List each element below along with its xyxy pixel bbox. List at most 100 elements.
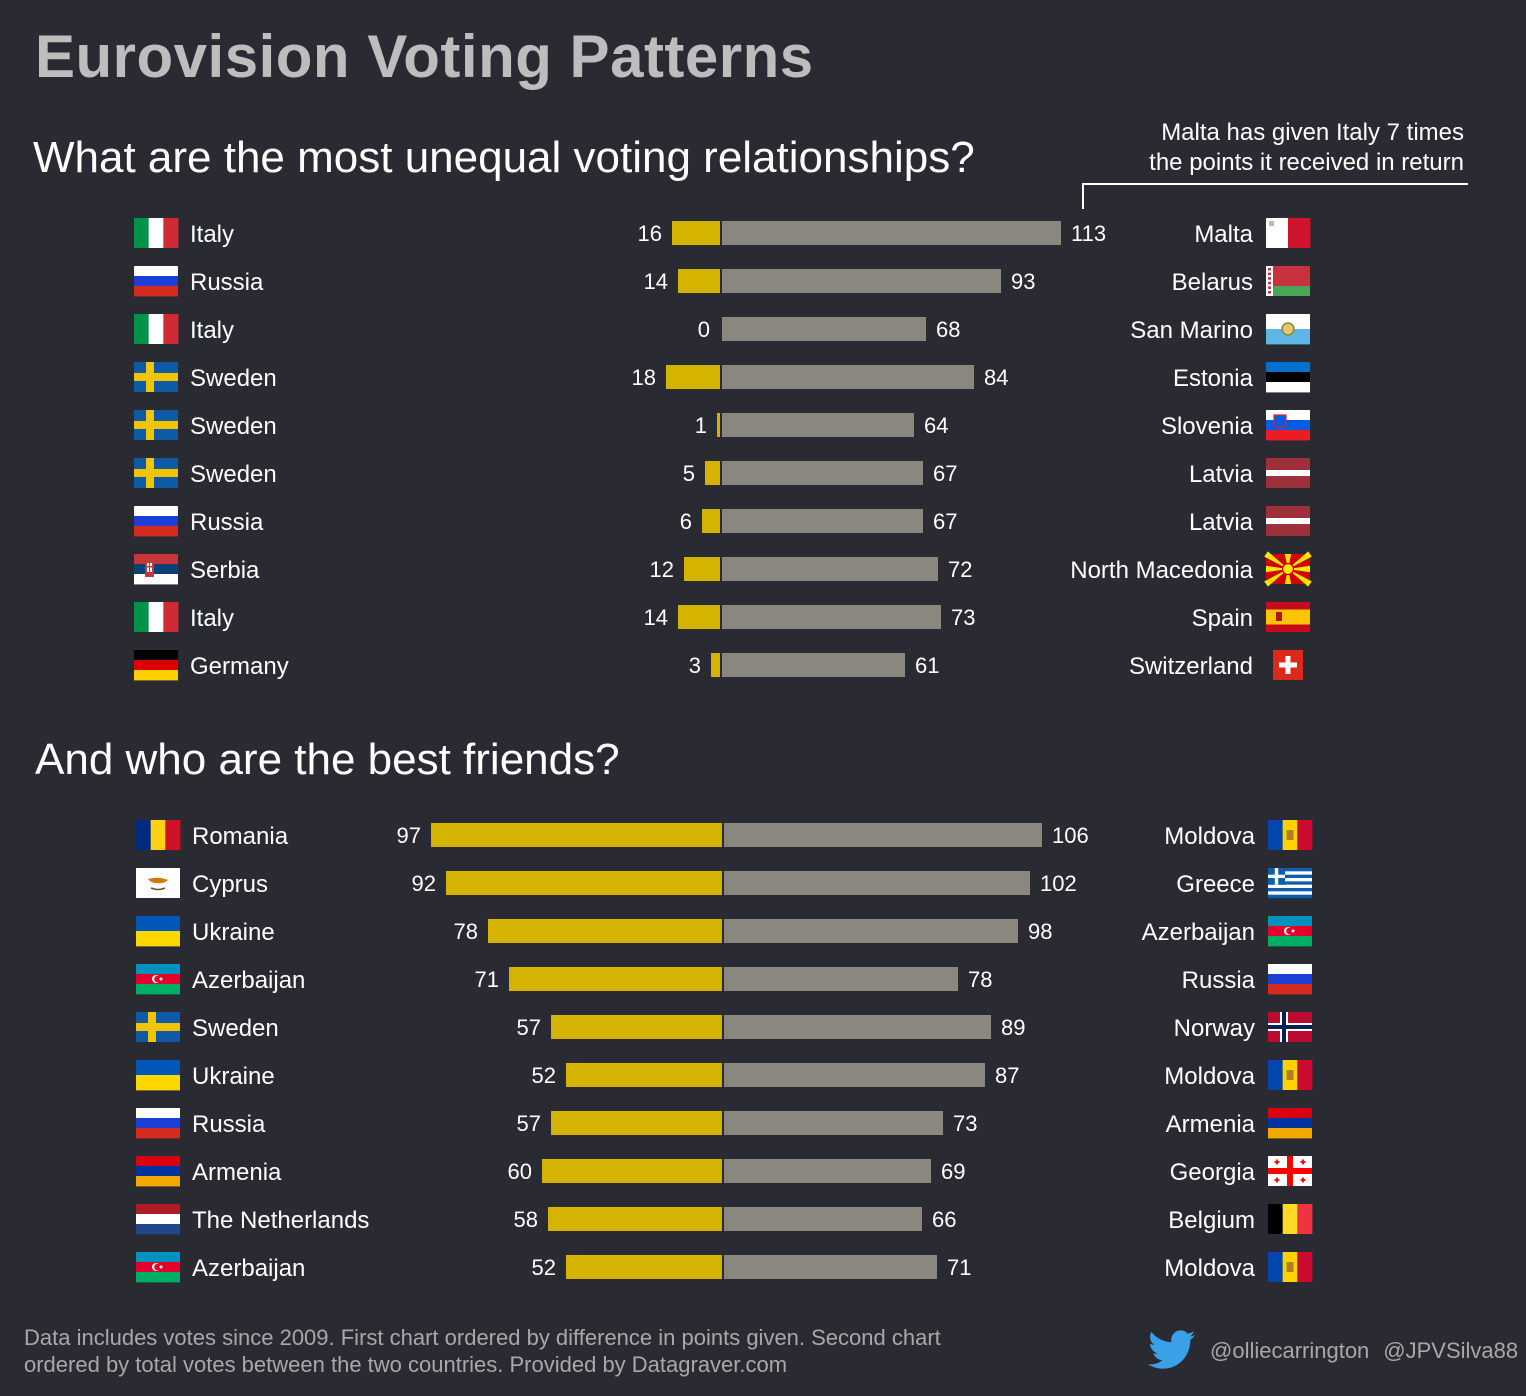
- right-country-name: Georgia: [1170, 1159, 1256, 1186]
- right-country-name: North Macedonia: [1070, 557, 1253, 584]
- friends-row-9: The Netherlands 58 66 Belgium: [136, 1204, 1313, 1235]
- received-bar: [722, 317, 926, 341]
- friends-row-3: Ukraine 78 98 Azerbaijan: [136, 916, 1312, 947]
- given-bar: [678, 269, 720, 293]
- given-value-label: 14: [644, 605, 668, 630]
- friends-row-10: Azerbaijan 52 71 Moldova: [136, 1252, 1313, 1283]
- given-bar: [551, 1111, 722, 1135]
- unequal-row-7: Russia 6 67 Latvia: [134, 506, 1310, 537]
- spain-flag-icon: [1266, 602, 1310, 632]
- left-country-name: Azerbaijan: [192, 967, 305, 994]
- azerbaijan-flag-icon: [1268, 916, 1312, 947]
- given-bar: [566, 1255, 722, 1279]
- given-value-label: 57: [517, 1015, 541, 1040]
- received-bar: [724, 919, 1018, 943]
- given-value-label: 16: [638, 221, 662, 246]
- unequal-row-4: Sweden 18 84 Estonia: [134, 362, 1310, 393]
- given-value-label: 12: [650, 557, 674, 582]
- right-country-name: San Marino: [1130, 317, 1253, 344]
- given-value-label: 52: [532, 1063, 556, 1088]
- received-bar: [722, 365, 974, 389]
- left-country-name: Germany: [190, 653, 289, 680]
- given-value-label: 0: [698, 317, 710, 342]
- given-bar: [684, 557, 720, 581]
- received-bar: [722, 413, 914, 437]
- cyprus-flag-icon: [136, 868, 180, 898]
- germany-flag-icon: [134, 650, 178, 681]
- best-friends-chart: Romania 97 106 Moldova Cyprus 92 102 Greece Ukra…: [136, 820, 1313, 1283]
- belarus-flag-icon: [1266, 266, 1310, 296]
- armenia-flag-icon: [1268, 1108, 1312, 1139]
- received-bar: [722, 605, 941, 629]
- right-country-name: Slovenia: [1161, 413, 1254, 440]
- given-value-label: 6: [680, 509, 692, 534]
- received-value-label: 71: [947, 1255, 971, 1280]
- italy-flag-icon: [134, 602, 179, 632]
- received-value-label: 69: [941, 1159, 965, 1184]
- ukraine-flag-icon: [136, 1060, 180, 1091]
- received-bar: [722, 557, 938, 581]
- footer-line-2: ordered by total votes between the two c…: [24, 1352, 788, 1377]
- right-country-name: Greece: [1176, 871, 1255, 898]
- given-bar: [509, 967, 722, 991]
- unequal-row-2: Russia 14 93 Belarus: [134, 266, 1310, 297]
- italy-flag-icon: [134, 218, 179, 248]
- unequal-row-3: Italy 0 68 San Marino: [134, 314, 1310, 345]
- social-credits: @olliecarrington @JPVSilva88: [1148, 1328, 1518, 1374]
- received-value-label: 113: [1071, 221, 1106, 246]
- right-country-name: Estonia: [1173, 365, 1254, 392]
- azerbaijan-flag-icon: [136, 964, 180, 995]
- left-country-name: Serbia: [190, 557, 260, 584]
- left-country-name: Armenia: [192, 1159, 282, 1186]
- ukraine-flag-icon: [136, 916, 180, 947]
- san-marino-flag-icon: [1266, 314, 1310, 345]
- netherlands-flag-icon: [136, 1204, 180, 1235]
- given-value-label: 78: [454, 919, 478, 944]
- romania-flag-icon: [136, 820, 181, 850]
- received-bar: [722, 653, 905, 677]
- given-value-label: 5: [683, 461, 695, 486]
- right-country-name: Azerbaijan: [1142, 919, 1255, 946]
- given-bar: [717, 413, 720, 437]
- moldova-flag-icon: [1268, 1060, 1313, 1090]
- right-country-name: Malta: [1194, 221, 1253, 248]
- received-bar: [724, 967, 958, 991]
- given-bar: [488, 919, 722, 943]
- greece-flag-icon: [1268, 868, 1312, 899]
- given-value-label: 57: [517, 1111, 541, 1136]
- given-bar: [548, 1207, 722, 1231]
- belgium-flag-icon: [1268, 1204, 1313, 1234]
- friends-row-1: Romania 97 106 Moldova: [136, 820, 1313, 850]
- georgia-flag-icon: [1268, 1156, 1312, 1186]
- slovenia-flag-icon: [1266, 410, 1310, 441]
- malta-annotation: Malta has given Italy 7 times the points…: [1044, 118, 1464, 178]
- given-bar: [666, 365, 720, 389]
- russia-flag-icon: [134, 266, 178, 297]
- friends-row-7: Russia 57 73 Armenia: [136, 1108, 1312, 1139]
- left-country-name: Russia: [192, 1111, 266, 1138]
- right-country-name: Belarus: [1172, 269, 1253, 296]
- left-country-name: Italy: [190, 221, 234, 248]
- received-value-label: 73: [953, 1111, 977, 1136]
- given-value-label: 92: [412, 871, 436, 896]
- received-bar: [724, 1255, 937, 1279]
- given-value-label: 3: [689, 653, 701, 678]
- right-country-name: Latvia: [1189, 509, 1254, 536]
- right-country-name: Moldova: [1164, 1255, 1255, 1282]
- received-value-label: 106: [1052, 823, 1089, 848]
- given-bar: [672, 221, 720, 245]
- moldova-flag-icon: [1268, 1252, 1313, 1282]
- left-country-name: The Netherlands: [192, 1207, 369, 1234]
- received-bar: [724, 1063, 985, 1087]
- given-value-label: 1: [695, 413, 707, 438]
- received-bar: [722, 221, 1061, 245]
- latvia-flag-icon: [1266, 506, 1310, 536]
- latvia-flag-icon: [1266, 458, 1310, 488]
- received-value-label: 102: [1040, 871, 1077, 896]
- italy-flag-icon: [134, 314, 179, 344]
- friends-row-4: Azerbaijan 71 78 Russia: [136, 964, 1312, 995]
- given-bar: [711, 653, 720, 677]
- given-value-label: 52: [532, 1255, 556, 1280]
- moldova-flag-icon: [1268, 820, 1313, 850]
- unequal-row-10: Germany 3 61 Switzerland: [134, 650, 1303, 681]
